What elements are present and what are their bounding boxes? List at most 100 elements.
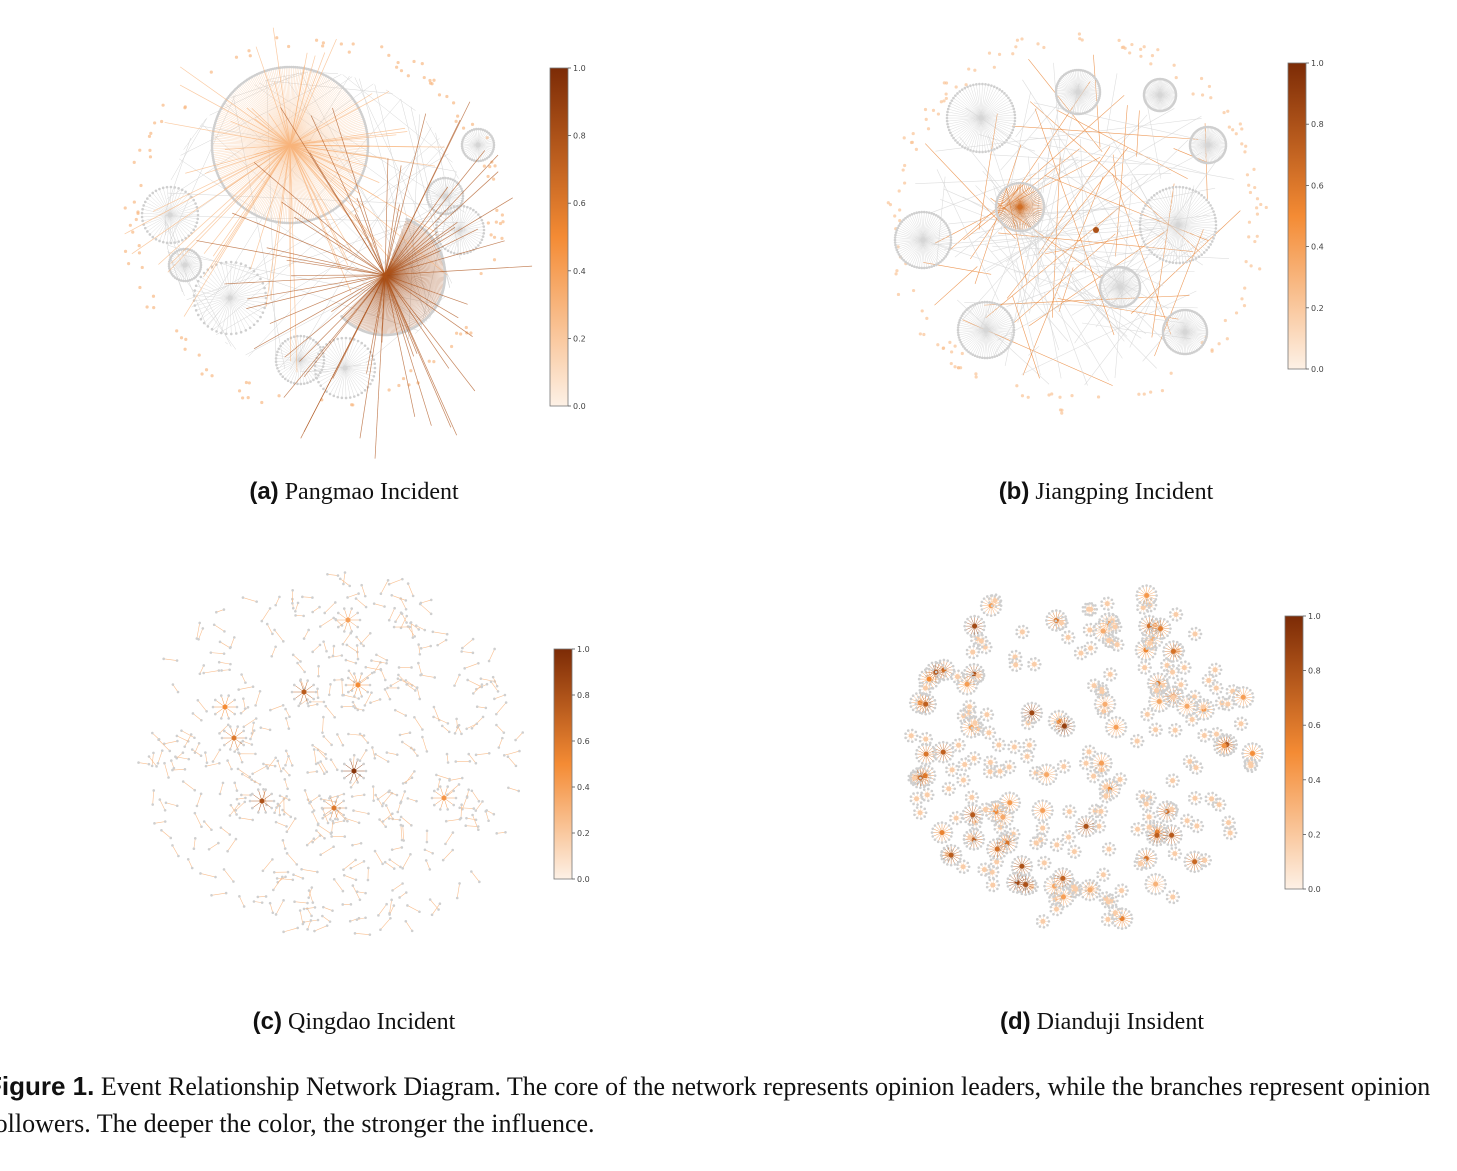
- edge: [1108, 131, 1161, 223]
- leader-node: [983, 327, 989, 333]
- edge: [980, 86, 995, 119]
- edge: [142, 212, 171, 216]
- edge: [1171, 331, 1186, 350]
- edge: [477, 136, 492, 146]
- edge: [1076, 91, 1079, 114]
- edge: [304, 790, 310, 804]
- node: [155, 765, 158, 768]
- edge: [359, 750, 367, 761]
- edge: [370, 699, 381, 704]
- edge: [1117, 267, 1121, 288]
- edge: [1147, 202, 1179, 226]
- edge: [1119, 286, 1129, 306]
- follower-node: [302, 335, 306, 338]
- edge: [966, 329, 987, 351]
- node: [326, 572, 329, 576]
- follower-node: [1210, 240, 1214, 243]
- edge: [1172, 224, 1179, 263]
- peripheral-node: [895, 269, 899, 273]
- edge: [332, 646, 335, 656]
- edge: [344, 345, 366, 369]
- edge: [174, 264, 186, 278]
- follower-node: [461, 149, 465, 152]
- follower-node: [192, 198, 196, 202]
- edge: [388, 791, 398, 796]
- follower-node: [894, 246, 898, 249]
- edge: [1165, 322, 1186, 333]
- edge: [194, 813, 202, 827]
- edge: [980, 91, 1003, 119]
- edge: [450, 229, 461, 253]
- edge: [1100, 286, 1121, 291]
- edge: [985, 307, 1004, 331]
- follower-node: [140, 211, 144, 215]
- node: [387, 790, 390, 794]
- follower-node: [1071, 69, 1075, 72]
- edge: [217, 144, 291, 175]
- edge: [1067, 72, 1079, 93]
- edge: [1184, 323, 1206, 333]
- follower-node: [1075, 68, 1079, 72]
- follower-node: [1098, 86, 1101, 90]
- node: [296, 601, 300, 605]
- edge: [273, 876, 283, 891]
- follower-node: [190, 249, 194, 252]
- node: [395, 793, 399, 797]
- node: [438, 778, 442, 781]
- edge: [149, 214, 171, 235]
- edge: [184, 249, 186, 266]
- node: [514, 764, 518, 768]
- edge: [1058, 91, 1079, 102]
- edge: [968, 307, 987, 331]
- edge: [229, 292, 266, 299]
- follower-node: [897, 253, 901, 256]
- edge: [1118, 286, 1121, 307]
- edge: [175, 756, 189, 760]
- node: [319, 853, 322, 856]
- peripheral-node: [428, 78, 432, 83]
- edge: [353, 810, 369, 814]
- follower-node: [141, 207, 144, 211]
- edge: [253, 274, 386, 350]
- follower-node: [1186, 352, 1190, 356]
- edge: [251, 779, 261, 785]
- follower-node: [148, 233, 152, 236]
- subcaption-b-label: (b): [998, 478, 1030, 505]
- node: [352, 705, 355, 708]
- edge: [949, 117, 982, 131]
- edge: [947, 117, 982, 122]
- node: [286, 787, 289, 791]
- edge: [459, 219, 482, 231]
- node: [404, 607, 408, 611]
- follower-node: [902, 218, 905, 222]
- edge: [459, 229, 479, 246]
- follower-node: [985, 356, 989, 360]
- peripheral-node: [896, 292, 901, 297]
- edge: [895, 239, 924, 246]
- node: [254, 717, 258, 720]
- peripheral-node: [470, 122, 475, 126]
- node: [281, 704, 285, 707]
- colorbar-tick-label: 1.0: [577, 645, 590, 654]
- node: [497, 746, 501, 749]
- edge: [350, 775, 361, 788]
- edge: [453, 229, 461, 254]
- node: [265, 622, 269, 626]
- edge: [1207, 134, 1223, 146]
- follower-node: [922, 266, 926, 270]
- follower-node: [966, 147, 969, 151]
- edge: [385, 89, 416, 111]
- follower-node: [1224, 142, 1228, 145]
- peripheral-node: [493, 164, 497, 168]
- edge: [1207, 132, 1222, 146]
- peripheral-node: [903, 163, 907, 168]
- edge: [1163, 331, 1186, 339]
- edge: [1119, 267, 1123, 288]
- edge: [184, 264, 199, 274]
- edge: [1110, 286, 1121, 305]
- edge: [477, 144, 494, 150]
- node: [252, 729, 256, 732]
- node: [464, 824, 468, 827]
- node: [228, 814, 232, 817]
- edge: [1119, 269, 1130, 288]
